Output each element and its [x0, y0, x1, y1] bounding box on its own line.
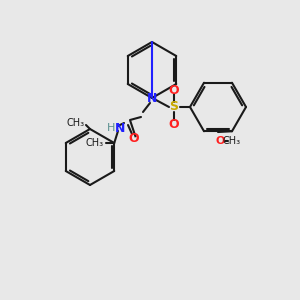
Text: O: O: [169, 118, 179, 130]
Text: S: S: [169, 100, 178, 113]
Text: CH₃: CH₃: [223, 136, 241, 146]
Text: N: N: [147, 92, 157, 104]
Text: O: O: [129, 133, 139, 146]
Text: H: H: [107, 123, 115, 133]
Text: CH₃: CH₃: [67, 118, 85, 128]
Text: O: O: [215, 136, 225, 146]
Text: CH₃: CH₃: [85, 138, 103, 148]
Text: O: O: [169, 83, 179, 97]
Text: N: N: [115, 122, 125, 134]
